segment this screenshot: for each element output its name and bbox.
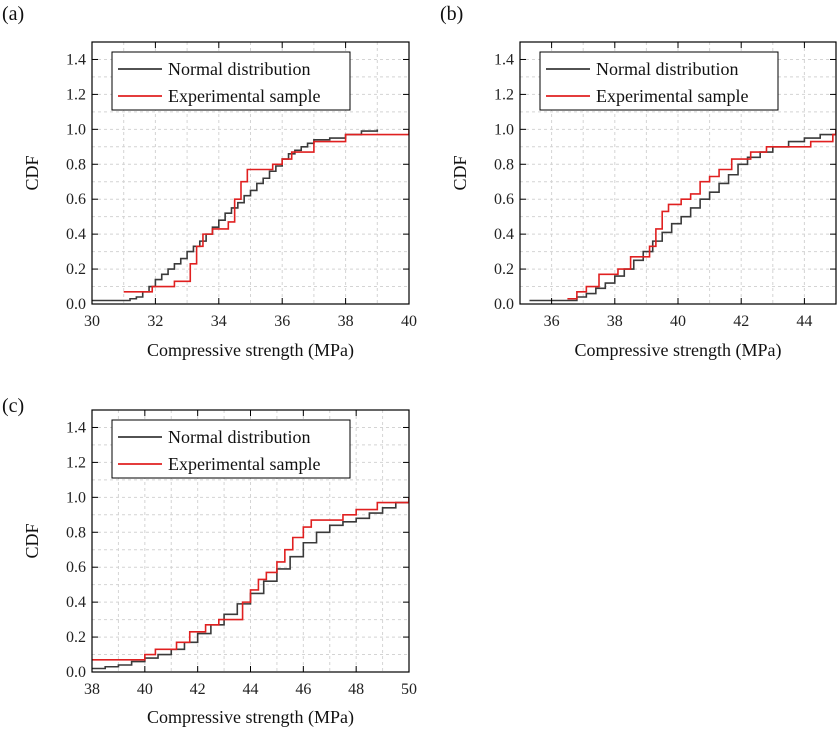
x-tick-label: 30 [84,313,100,330]
x-tick-label: 36 [544,313,560,330]
legend-box [111,51,351,111]
panel-label: (b) [440,3,463,25]
series-line-experimental-sample [92,497,409,661]
x-tick-label: 38 [338,313,354,330]
y-tick-label: 0.6 [66,191,86,208]
x-tick-label: 44 [243,681,259,698]
y-axis-title: CDF [450,155,470,190]
y-tick-label: 1.2 [494,86,514,103]
legend: Normal distribution Experimental sample [111,51,351,111]
series-line-normal-distribution [529,129,836,302]
legend: Normal distribution Experimental sample [111,419,351,479]
x-tick-label: 50 [401,681,417,698]
series-line-normal-distribution [92,497,409,670]
x-tick-label: 46 [295,681,311,698]
y-tick-label: 0.2 [66,261,86,278]
y-tick-label: 0.8 [66,524,86,541]
panel-label: (c) [2,395,24,417]
legend-label: Experimental sample [596,86,748,106]
y-axis-title: CDF [22,155,42,190]
y-tick-label: 0.6 [66,559,86,576]
y-tick-label: 0.6 [494,191,514,208]
panel-label: (a) [2,3,24,25]
y-tick-label: 0.4 [66,226,86,243]
series-line-experimental-sample [123,129,409,293]
y-tick-label: 0.8 [494,156,514,173]
legend-label: Normal distribution [168,59,311,79]
x-tick-label: 40 [670,313,686,330]
x-axis-title: Compressive strength (MPa) [147,707,354,728]
legend-box [539,51,779,111]
y-tick-label: 0.0 [494,296,514,313]
plot-frame [91,41,410,305]
legend: Normal distribution Experimental sample [539,51,779,111]
y-tick-label: 0.4 [494,226,514,243]
legend-box [111,419,351,479]
y-tick-label: 0.8 [66,156,86,173]
x-tick-label: 40 [137,681,153,698]
y-tick-label: 0.0 [66,664,86,681]
chart-panel-1: (a) 30 32 34 36 38 40 0.0 0.2 0.4 0.6 0.8 1.0 1.2 1.4 C… [2,3,417,361]
y-tick-label: 0.4 [66,594,86,611]
x-axis-title: Compressive strength (MPa) [575,340,782,361]
y-tick-label: 0.0 [66,296,86,313]
y-tick-label: 0.2 [66,629,86,646]
y-tick-label: 1.4 [66,51,86,68]
series-line-normal-distribution [92,129,379,302]
x-tick-label: 38 [84,681,100,698]
legend-label: Normal distribution [596,59,739,79]
x-tick-label: 40 [401,313,417,330]
x-tick-label: 42 [733,313,749,330]
y-tick-label: 1.4 [494,51,514,68]
legend-label: Normal distribution [168,427,311,447]
x-tick-label: 36 [274,313,290,330]
x-tick-label: 42 [190,681,206,698]
chart-panel-2: (b) 36 38 40 42 44 0.0 0.2 0.4 0.6 0.8 1.0 1.2 1.4 Com… [440,3,837,361]
x-tick-label: 32 [147,313,163,330]
y-tick-label: 1.2 [66,454,86,471]
y-tick-label: 1.0 [66,121,86,138]
x-tick-label: 38 [607,313,623,330]
y-tick-label: 1.0 [494,121,514,138]
series-line-experimental-sample [567,129,836,300]
x-tick-label: 34 [211,313,227,330]
y-axis-title: CDF [22,523,42,558]
x-tick-label: 48 [348,681,364,698]
legend-label: Experimental sample [168,86,320,106]
x-tick-label: 44 [796,313,812,330]
y-tick-label: 0.2 [494,261,514,278]
y-tick-label: 1.2 [66,86,86,103]
y-tick-label: 1.4 [66,419,86,436]
y-tick-label: 1.0 [66,489,86,506]
legend-label: Experimental sample [168,454,320,474]
x-axis-title: Compressive strength (MPa) [147,340,354,361]
chart-panel-3: (c) 38 40 42 44 46 48 50 0.0 0.2 0.4 0.6 0.8 1.0 1.2 1.… [2,395,417,728]
